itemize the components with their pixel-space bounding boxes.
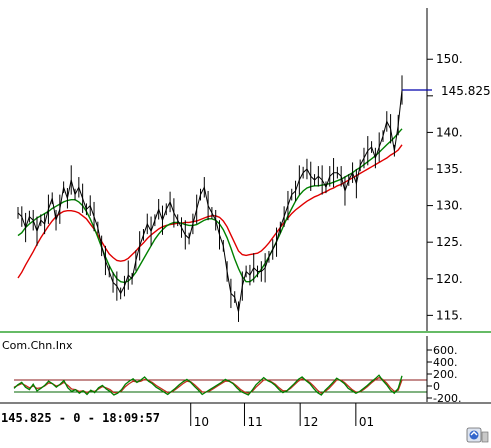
price-series-group — [17, 75, 403, 322]
time-tick-label: 01 — [359, 415, 374, 429]
price-y-tick-label: 150. — [436, 52, 463, 66]
price-y-tick-label: 140. — [436, 125, 463, 139]
price-y-ticks: 115. 120. 125. 130. 135. 140. 150. — [427, 52, 463, 322]
series-moving-average-short — [17, 128, 403, 284]
price-y-tick-label: 130. — [436, 199, 463, 213]
last-value-label: 145.825 — [441, 84, 491, 98]
price-y-tick-label: 115. — [436, 308, 463, 322]
time-tick-label: 10 — [194, 415, 209, 429]
time-tick-label: 11 — [247, 415, 262, 429]
series-price — [17, 89, 403, 312]
oscillator-panel: Com.Chn.Inx 600.400.200.0-200. — [2, 336, 461, 405]
oscillator-title: Com.Chn.Inx — [2, 339, 73, 352]
oscillator-y-tick-label: -200. — [433, 392, 461, 405]
oscillator-y-tick-label: 400. — [433, 356, 458, 369]
oscillator-y-tick-label: 0 — [433, 380, 440, 393]
series-moving-average-long — [17, 144, 403, 279]
price-y-tick-label: 120. — [436, 272, 463, 286]
price-panel: 115. 120. 125. 130. 135. 140. 150. 145.825 — [17, 8, 491, 332]
oscillator-series-group — [13, 374, 403, 396]
oscillator-y-tick-label: 200. — [433, 368, 458, 381]
series-oscillator — [13, 374, 403, 396]
status-readout: 145.825 - 0 - 18:09:57 — [1, 411, 160, 425]
oscillator-y-tick-label: 600. — [433, 344, 458, 357]
time-tick-label: 12 — [303, 415, 318, 429]
time-axis-ticks: 10 11 12 01 — [190, 403, 374, 429]
price-y-tick-label: 125. — [436, 235, 463, 249]
oscillator-y-ticks: 600.400.200.0-200. — [427, 344, 461, 405]
price-y-tick-label: 135. — [436, 162, 463, 176]
toolbar-icon[interactable] — [466, 427, 489, 443]
